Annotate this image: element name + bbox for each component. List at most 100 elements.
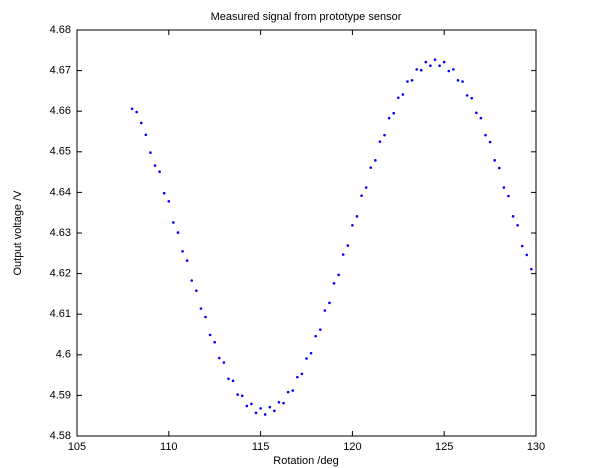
y-tick-label: 4.59 xyxy=(50,389,71,401)
point xyxy=(488,140,492,144)
point xyxy=(461,80,464,83)
point xyxy=(162,191,166,195)
point xyxy=(525,253,529,257)
point xyxy=(236,393,239,396)
y-tick-label: 4.58 xyxy=(50,430,71,442)
y-tick-label: 4.63 xyxy=(50,227,71,239)
point xyxy=(410,79,414,82)
y-tick-label: 4.6 xyxy=(56,349,71,361)
point xyxy=(305,357,308,360)
point xyxy=(263,413,267,416)
point xyxy=(231,379,235,383)
point xyxy=(277,401,281,404)
point xyxy=(507,194,510,198)
point xyxy=(484,133,487,137)
point xyxy=(181,249,184,253)
point xyxy=(204,315,207,319)
point xyxy=(195,289,198,292)
point xyxy=(392,111,396,115)
point xyxy=(397,96,400,100)
point xyxy=(323,309,327,312)
y-tick-label: 4.61 xyxy=(50,308,71,320)
x-axis-label: Rotation /deg xyxy=(273,455,338,467)
point xyxy=(401,93,405,96)
point xyxy=(259,407,262,410)
point xyxy=(291,389,295,392)
point xyxy=(172,221,175,224)
point xyxy=(135,110,138,114)
y-tick-label: 4.67 xyxy=(50,65,71,77)
point xyxy=(424,60,428,64)
point xyxy=(273,409,276,413)
y-tick-label: 4.65 xyxy=(50,146,71,158)
x-tick-label: 105 xyxy=(68,441,86,453)
chart-title: Measured signal from prototype sensor xyxy=(211,11,402,23)
point xyxy=(217,356,221,360)
point xyxy=(447,69,451,73)
point xyxy=(208,333,212,337)
x-tick-label: 120 xyxy=(343,441,361,453)
point xyxy=(406,80,409,83)
point xyxy=(341,253,345,256)
point xyxy=(185,259,189,262)
x-tick-label: 110 xyxy=(160,441,178,453)
point xyxy=(502,186,506,189)
point xyxy=(433,58,437,61)
point xyxy=(429,64,432,68)
point xyxy=(199,307,203,310)
point xyxy=(167,200,171,203)
point xyxy=(222,361,226,364)
point xyxy=(332,282,336,285)
x-tick-label: 115 xyxy=(252,441,270,453)
point xyxy=(240,394,244,398)
point xyxy=(346,244,350,247)
point xyxy=(419,68,423,72)
point xyxy=(250,402,253,406)
point xyxy=(452,68,455,71)
point xyxy=(268,405,272,409)
x-tick-label: 125 xyxy=(435,441,453,453)
point xyxy=(465,94,469,97)
point xyxy=(300,372,304,376)
point xyxy=(158,170,161,173)
point xyxy=(511,215,515,218)
point xyxy=(286,390,290,394)
point xyxy=(144,133,148,137)
point xyxy=(479,116,483,120)
point xyxy=(254,411,258,415)
y-tick-label: 4.64 xyxy=(50,186,71,198)
point xyxy=(296,375,299,379)
point xyxy=(438,64,441,68)
point xyxy=(130,107,134,111)
point xyxy=(318,328,322,331)
point xyxy=(227,377,230,381)
point xyxy=(245,404,249,408)
point xyxy=(520,244,524,248)
point xyxy=(383,133,386,137)
point xyxy=(493,159,496,162)
point xyxy=(378,140,382,143)
point xyxy=(153,164,157,167)
point xyxy=(530,267,533,271)
point xyxy=(442,60,446,64)
point xyxy=(456,79,460,82)
point xyxy=(314,334,317,338)
point xyxy=(364,186,368,189)
point xyxy=(328,301,331,305)
point xyxy=(360,194,363,197)
point xyxy=(282,401,285,405)
point xyxy=(309,351,313,355)
point xyxy=(337,273,340,277)
point xyxy=(470,96,474,100)
point xyxy=(415,68,418,71)
point xyxy=(213,340,216,344)
point xyxy=(374,159,377,162)
y-axis-label: Output voltage /V xyxy=(12,190,24,276)
point xyxy=(387,116,391,120)
x-tick-label: 130 xyxy=(527,441,545,453)
point xyxy=(516,223,519,227)
point xyxy=(176,231,180,234)
point xyxy=(355,215,359,218)
